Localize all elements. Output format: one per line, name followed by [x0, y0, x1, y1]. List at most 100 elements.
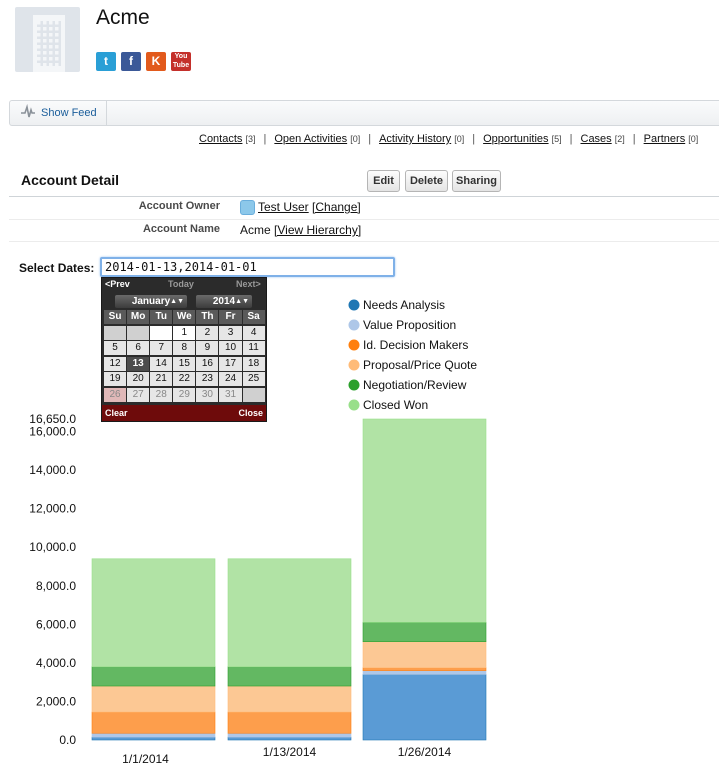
bar-segment[interactable]	[227, 685, 352, 713]
show-feed-button[interactable]: Show Feed	[10, 101, 107, 125]
date-picker-calendar: <Prev Today Next> January ▲▼ 2014 ▲▼ Su Mo T…	[101, 277, 267, 422]
legend-marker	[348, 359, 360, 371]
related-link-partners[interactable]: Partners	[643, 133, 686, 145]
legend-marker	[348, 379, 360, 391]
close-button[interactable]: Close	[238, 408, 263, 418]
bar-segment[interactable]	[362, 622, 487, 642]
calendar-day[interactable]: 13	[127, 356, 151, 372]
link-separator: |	[569, 133, 573, 145]
calendar-day[interactable]: 25	[242, 372, 266, 387]
related-link-open-activities[interactable]: Open Activities	[274, 133, 348, 145]
calendar-day[interactable]: 28	[150, 387, 174, 403]
y-tick-label: 2,000.0	[36, 694, 76, 708]
bar-segment[interactable]	[227, 736, 352, 741]
y-tick-label: 16,650.0	[29, 412, 76, 426]
prev-month-button[interactable]: <Prev	[105, 279, 130, 289]
owner-link[interactable]: Test User	[258, 200, 309, 214]
weekday-header: Fr	[219, 310, 243, 325]
bar-segment[interactable]	[362, 418, 487, 623]
calendar-day[interactable]: 23	[196, 372, 220, 387]
bar-segment[interactable]	[227, 711, 352, 734]
calendar-day[interactable]: 10	[219, 341, 243, 356]
calendar-day[interactable]: 15	[173, 356, 197, 372]
calendar-day[interactable]: 16	[196, 356, 220, 372]
bar-segment[interactable]	[362, 674, 487, 741]
year-select[interactable]: 2014 ▲▼	[196, 295, 252, 308]
calendar-day[interactable]: 5	[104, 341, 128, 356]
related-count: [5]	[551, 134, 562, 144]
next-month-button[interactable]: Next>	[236, 279, 261, 289]
bar-segment[interactable]	[227, 666, 352, 687]
clear-button[interactable]: Clear	[105, 408, 128, 418]
y-tick-label: 12,000.0	[29, 502, 76, 516]
calendar-day[interactable]: 3	[219, 325, 243, 341]
account-owner-label: Account Owner	[138, 200, 220, 212]
related-link-activity-history[interactable]: Activity History	[379, 133, 452, 145]
bar-segment[interactable]	[91, 711, 216, 734]
bar-segment[interactable]	[227, 558, 352, 668]
calendar-day[interactable]: 2	[196, 325, 220, 341]
calendar-day[interactable]: 29	[173, 387, 197, 403]
bar-segment[interactable]	[362, 670, 487, 675]
account-logo	[15, 7, 80, 72]
edit-button[interactable]: Edit	[367, 170, 400, 192]
calendar-day[interactable]: 11	[242, 341, 266, 356]
y-tick-label: 10,000.0	[29, 540, 76, 554]
legend-marker	[348, 319, 360, 331]
calendar-day[interactable]: 6	[127, 341, 151, 356]
divider	[9, 219, 719, 220]
calendar-day[interactable]: 18	[242, 356, 266, 372]
calendar-day[interactable]: 4	[242, 325, 266, 341]
calendar-day[interactable]: 19	[104, 372, 128, 387]
select-dates-label: Select Dates:	[19, 261, 95, 275]
related-count: [2]	[614, 134, 625, 144]
account-name-value: Acme [View Hierarchy]	[240, 223, 361, 237]
calendar-day[interactable]: 1	[173, 325, 197, 341]
legend-label: Proposal/Price Quote	[363, 358, 477, 372]
bar-segment[interactable]	[91, 558, 216, 668]
related-link-opportunities[interactable]: Opportunities	[483, 133, 549, 145]
related-link-cases[interactable]: Cases	[580, 133, 612, 145]
calendar-day[interactable]: 24	[219, 372, 243, 387]
calendar-day[interactable]: 31	[219, 387, 243, 403]
opportunity-stage-chart: 16,650.016,000.014,000.012,000.010,000.0…	[29, 298, 487, 766]
bar-segment[interactable]	[91, 666, 216, 687]
klout-icon[interactable]: K	[146, 52, 166, 71]
today-button[interactable]: Today	[168, 279, 194, 289]
date-range-input[interactable]	[100, 257, 395, 277]
bar-segment[interactable]	[91, 736, 216, 741]
bar-segment[interactable]	[227, 732, 352, 738]
link-separator: |	[368, 133, 372, 145]
x-tick-label: 1/26/2014	[398, 745, 452, 759]
bar-segment[interactable]	[91, 732, 216, 738]
calendar-day[interactable]: 7	[150, 341, 174, 356]
bar-segment[interactable]	[91, 685, 216, 713]
calendar-day[interactable]: 8	[173, 341, 197, 356]
calendar-day[interactable]: 30	[196, 387, 220, 403]
calendar-day[interactable]: 20	[127, 372, 151, 387]
calendar-grid: Su Mo Tu We Th Fr Sa 1 2 3 4 5 6 7 8 9 10 11 12 13 14 15 16 17 1…	[104, 310, 266, 403]
delete-button[interactable]: Delete	[405, 170, 448, 192]
building-icon	[33, 15, 65, 72]
sharing-button[interactable]: Sharing	[452, 170, 501, 192]
calendar-day[interactable]: 21	[150, 372, 174, 387]
calendar-day[interactable]: 22	[173, 372, 197, 387]
change-owner-link[interactable]: [Change]	[312, 200, 361, 214]
view-hierarchy-link[interactable]: [View Hierarchy]	[274, 223, 362, 237]
calendar-day[interactable]: 27	[127, 387, 151, 403]
divider	[9, 241, 719, 242]
account-owner-value: Test User [Change]	[258, 200, 361, 214]
calendar-day[interactable]: 14	[150, 356, 174, 372]
bar-segment[interactable]	[362, 641, 487, 669]
related-link-contacts[interactable]: Contacts	[199, 133, 243, 145]
calendar-day[interactable]: 26	[104, 387, 128, 403]
calendar-day[interactable]: 9	[196, 341, 220, 356]
facebook-icon[interactable]: f	[121, 52, 141, 71]
youtube-icon[interactable]: You Tube	[171, 52, 191, 71]
bar-segment[interactable]	[362, 667, 487, 671]
month-select[interactable]: January ▲▼	[115, 295, 187, 308]
calendar-day[interactable]: 17	[219, 356, 243, 372]
user-icon	[240, 200, 255, 215]
twitter-icon[interactable]: t	[96, 52, 116, 71]
calendar-day[interactable]: 12	[104, 356, 128, 372]
